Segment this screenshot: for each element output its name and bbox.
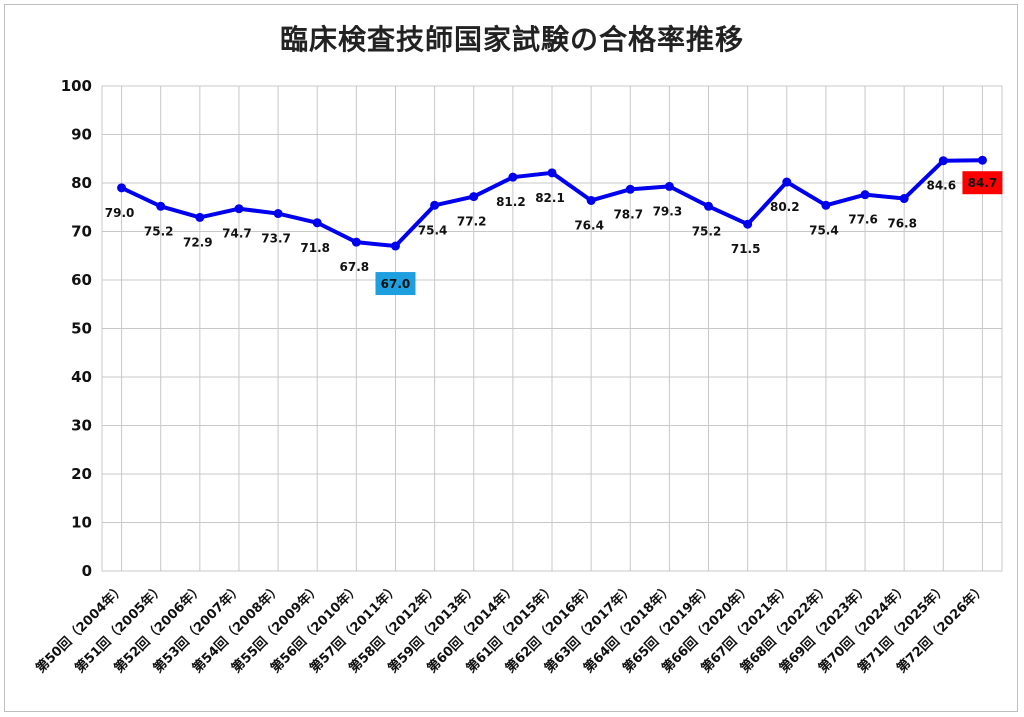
- data-label: 84.7: [968, 176, 998, 190]
- data-labels: 79.0 75.2 72.9 74.7 73.7 71.8 67.8 67.0 75.4 77.2…: [105, 171, 1003, 296]
- data-label: 82.1: [535, 191, 565, 205]
- data-point: [860, 190, 870, 200]
- y-tick-label: 20: [71, 465, 92, 483]
- y-tick-label: 50: [71, 320, 92, 338]
- chart-frame: [4, 4, 1018, 712]
- data-label: 78.7: [613, 207, 643, 221]
- data-label: 80.2: [770, 200, 800, 214]
- data-point: [508, 172, 518, 182]
- data-label: 73.7: [261, 232, 291, 246]
- data-label: 77.2: [457, 215, 487, 229]
- data-point: [664, 181, 674, 191]
- data-point: [469, 192, 479, 202]
- data-label: 72.9: [183, 235, 213, 249]
- data-label: 67.8: [340, 260, 370, 274]
- data-label: 76.8: [887, 217, 917, 231]
- data-point: [156, 201, 166, 211]
- y-tick-label: 60: [71, 271, 92, 289]
- y-tick-label: 90: [71, 126, 92, 144]
- data-point: [743, 219, 753, 229]
- data-point: [117, 183, 127, 193]
- data-point: [938, 156, 948, 166]
- y-tick-label: 30: [71, 417, 92, 435]
- data-label: 79.0: [105, 206, 135, 220]
- y-tick-label: 100: [61, 77, 92, 95]
- y-axis-ticks: 0 10 20 30 40 50 60 70 80 90 100: [61, 77, 92, 580]
- data-point: [586, 195, 596, 205]
- data-label: 74.7: [222, 227, 252, 241]
- data-points: [117, 155, 987, 251]
- grid-lines: [101, 85, 1003, 572]
- data-label: 71.5: [731, 242, 761, 256]
- data-point: [351, 237, 361, 247]
- data-label: 79.3: [653, 204, 683, 218]
- data-label: 75.4: [418, 223, 448, 237]
- data-point: [704, 201, 714, 211]
- data-point: [234, 204, 244, 214]
- data-label: 75.4: [809, 223, 839, 237]
- data-point: [195, 212, 205, 222]
- data-point: [977, 155, 987, 165]
- data-label: 75.2: [144, 224, 174, 238]
- data-point: [390, 241, 400, 251]
- y-tick-label: 80: [71, 174, 92, 192]
- data-point: [430, 200, 440, 210]
- data-label: 71.8: [300, 241, 330, 255]
- chart-title: 臨床検査技師国家試験の合格率推移: [279, 23, 744, 56]
- data-point: [625, 184, 635, 194]
- data-label: 76.4: [574, 218, 604, 232]
- y-tick-label: 40: [71, 368, 92, 386]
- data-point: [273, 209, 283, 219]
- data-label: 81.2: [496, 195, 526, 209]
- highlight-label-box: [375, 272, 416, 296]
- x-axis-ticks: 第50回（2004年）第51回（2005年）第52回（2006年）第53回（20…: [33, 581, 990, 677]
- y-tick-label: 10: [71, 514, 92, 532]
- data-label: 75.2: [692, 224, 722, 238]
- data-point: [312, 218, 322, 228]
- y-tick-label: 70: [71, 223, 92, 241]
- data-point: [782, 177, 792, 187]
- data-point: [547, 168, 557, 178]
- data-point: [821, 200, 831, 210]
- data-point: [899, 194, 909, 204]
- data-label: 77.6: [848, 213, 878, 227]
- y-tick-label: 0: [82, 562, 92, 580]
- data-label: 84.6: [926, 179, 956, 193]
- data-label: 67.0: [381, 277, 411, 291]
- highlight-label-box: [962, 171, 1003, 195]
